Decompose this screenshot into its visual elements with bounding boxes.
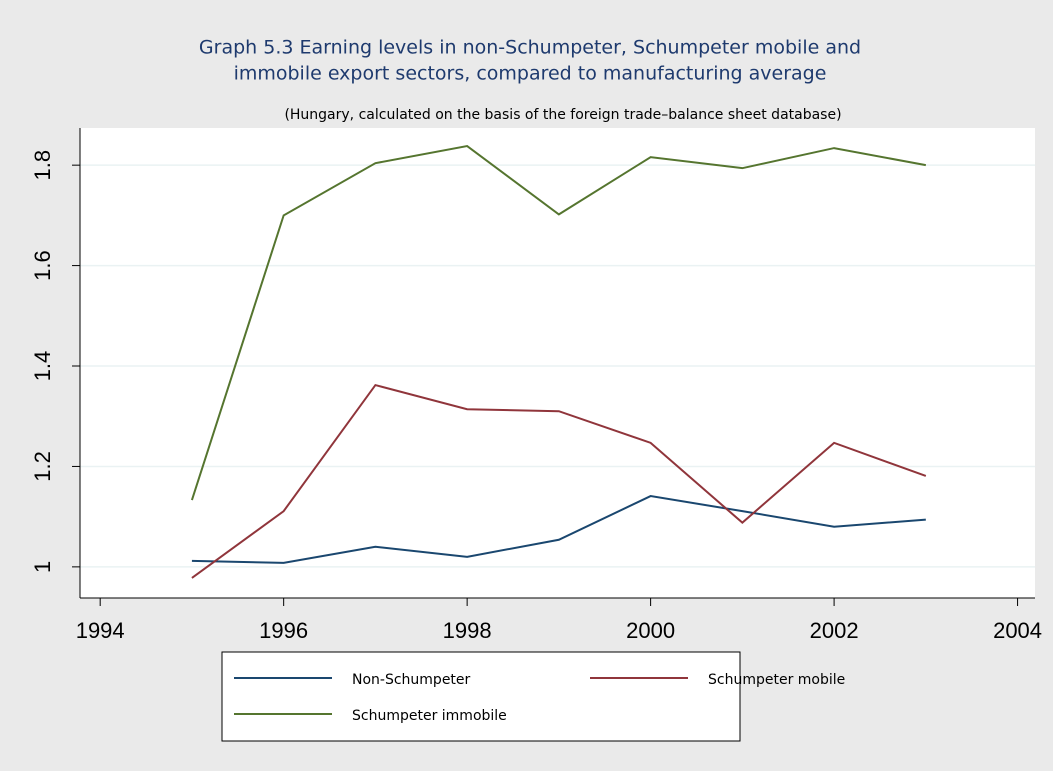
x-tick-label: 1994 — [76, 618, 125, 643]
legend-box — [221, 651, 741, 742]
legend-label: Non-Schumpeter — [352, 672, 471, 688]
chart-title: Graph 5.3 Earning levels in non-Schumpet… — [199, 37, 861, 59]
series-line — [191, 383, 927, 579]
legend-label: Schumpeter immobile — [352, 708, 507, 724]
chart-subtitle: (Hungary, calculated on the basis of the… — [284, 107, 841, 123]
y-tick-label: 1.6 — [30, 250, 55, 281]
x-tick-label: 1998 — [443, 618, 492, 643]
x-tick-label: 1996 — [259, 618, 308, 643]
y-tick-label: 1.4 — [30, 351, 55, 382]
x-tick-label: 2000 — [626, 618, 675, 643]
x-tick-label: 2002 — [810, 618, 859, 643]
chart-title: immobile export sectors, compared to man… — [234, 63, 827, 85]
y-tick-label: 1 — [30, 561, 55, 573]
legend-label: Schumpeter mobile — [708, 672, 845, 688]
series-line — [190, 145, 927, 501]
plot-area — [80, 128, 1035, 598]
y-tick-label: 1.8 — [30, 150, 55, 181]
x-tick-label: 2004 — [993, 618, 1042, 643]
series-line — [191, 495, 926, 564]
y-tick-label: 1.2 — [30, 451, 55, 482]
